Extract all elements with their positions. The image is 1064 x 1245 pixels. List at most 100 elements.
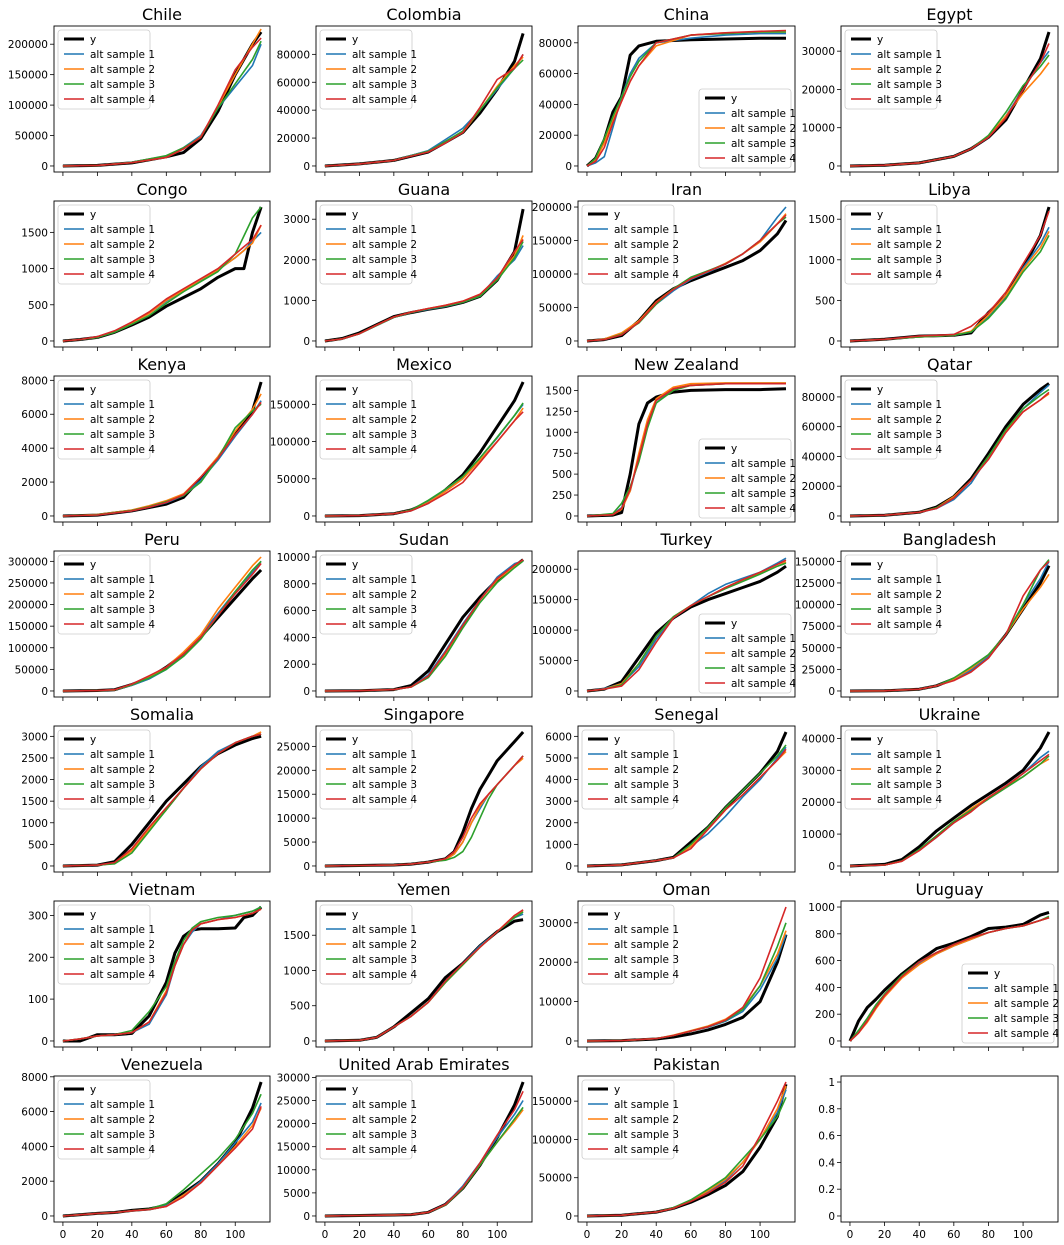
legend-label: y <box>614 909 620 921</box>
y-tick-label: 40000 <box>802 451 835 463</box>
x-tick-label: 40 <box>125 1229 138 1241</box>
legend-label: alt sample 3 <box>90 779 155 791</box>
axes-frame <box>315 375 533 523</box>
subplot: New Zealand 0 250 500 750 1000 1250 1500 y alt sa… <box>545 355 796 526</box>
series-line-alt-sample-4 <box>62 908 262 1042</box>
y-tick-label: 0.6 <box>818 1131 835 1143</box>
y-tick-label: 20000 <box>802 797 835 809</box>
legend-label: alt sample 2 <box>352 414 417 426</box>
legend-label: alt sample 3 <box>352 954 417 966</box>
legend-label: alt sample 4 <box>614 269 679 281</box>
y-tick-label: 2000 <box>21 775 48 787</box>
legend-label: alt sample 2 <box>90 1114 155 1126</box>
y-tick-label: 6000 <box>283 606 310 618</box>
y-tick-label: 5000 <box>283 1188 310 1200</box>
legend-label: alt sample 1 <box>90 49 155 61</box>
y-tick-label: 0 <box>828 336 835 348</box>
y-tick-label: 0 <box>303 686 310 698</box>
legend-label: alt sample 4 <box>352 794 417 806</box>
subplot-title: Libya <box>928 180 971 199</box>
legend-label: alt sample 3 <box>614 1129 679 1141</box>
legend: y alt sample 1 alt sample 2 alt sample 3 alt… <box>319 29 417 110</box>
y-tick-label: 100000 <box>532 1134 572 1146</box>
legend-label: alt sample 2 <box>877 764 942 776</box>
y-tick-label: 500 <box>290 1001 310 1013</box>
legend-label: alt sample 2 <box>614 239 679 251</box>
axes-frame <box>577 900 796 1048</box>
y-tick-label: 150000 <box>532 595 572 607</box>
y-tick-label: 150000 <box>795 556 835 568</box>
subplot-title: New Zealand <box>634 355 739 374</box>
legend-label: alt sample 4 <box>877 794 942 806</box>
series-line-y <box>586 387 787 518</box>
subplot-title: Oman <box>662 880 710 899</box>
y-tick-label: 4000 <box>283 632 310 644</box>
x-tick-label: 100 <box>750 1229 770 1241</box>
legend-label: y <box>877 34 883 46</box>
y-tick-label: 30000 <box>277 1072 310 1084</box>
y-tick-label: 200 <box>815 1009 835 1021</box>
y-tick-label: 50000 <box>15 664 48 676</box>
y-tick-label: 10000 <box>802 123 835 135</box>
legend-label: alt sample 4 <box>90 444 155 456</box>
legend-label: alt sample 1 <box>614 224 679 236</box>
y-tick-label: 1000 <box>283 965 310 977</box>
y-tick-label: 500 <box>28 839 48 851</box>
y-tick-label: 1000 <box>808 902 835 914</box>
series-line-alt-sample-3 <box>62 206 262 342</box>
y-tick-label: 0 <box>41 1036 48 1048</box>
y-tick-label: 10000 <box>277 552 310 564</box>
y-tick-label: 1000 <box>808 255 835 267</box>
axes-frame <box>315 1075 533 1223</box>
y-tick-label: 0 <box>828 1036 835 1048</box>
legend: y alt sample 1 alt sample 2 alt sample 3 alt… <box>319 204 417 285</box>
y-tick-label: 100000 <box>8 100 48 112</box>
y-tick-label: 0 <box>303 511 310 523</box>
legend-label: alt sample 2 <box>352 239 417 251</box>
legend: y alt sample 1 alt sample 2 alt sample 3 alt… <box>961 963 1059 1044</box>
axes-frame <box>53 25 271 173</box>
legend-label: alt sample 2 <box>877 589 942 601</box>
series-line-alt-sample-4 <box>324 411 524 517</box>
y-tick-label: 100000 <box>795 600 835 612</box>
legend-label: alt sample 2 <box>352 589 417 601</box>
y-tick-label: 600 <box>815 956 835 968</box>
y-tick-label: 500 <box>28 300 48 312</box>
series-line-y <box>586 564 787 693</box>
legend-label: alt sample 4 <box>352 619 417 631</box>
y-tick-label: 75000 <box>802 621 835 633</box>
legend-label: alt sample 2 <box>877 64 942 76</box>
legend-box <box>319 379 413 460</box>
x-tick-label: 0 <box>847 1229 854 1241</box>
axes-frame <box>53 725 271 873</box>
y-tick-label: 1500 <box>808 214 835 226</box>
series-line-alt-sample-4 <box>62 563 262 692</box>
y-tick-label: 3000 <box>545 796 572 808</box>
y-tick-label: 0 <box>565 161 572 173</box>
legend-label: alt sample 4 <box>877 269 942 281</box>
legend-label: alt sample 2 <box>994 998 1059 1010</box>
y-tick-label: 3000 <box>21 731 48 743</box>
y-tick-label: 0 <box>303 336 310 348</box>
axes-frame <box>840 900 1059 1048</box>
y-tick-label: 0.4 <box>818 1157 835 1169</box>
y-tick-label: 2000 <box>283 255 310 267</box>
subplot: Ukraine 0 10000 20000 30000 40000 y alt sample … <box>802 705 1059 876</box>
y-tick-label: 2000 <box>545 818 572 830</box>
y-tick-label: 20000 <box>277 133 310 145</box>
axes-frame <box>840 1075 1059 1223</box>
legend-label: y <box>90 734 96 746</box>
series-line-alt-sample-4 <box>324 239 524 342</box>
y-tick-label: 2000 <box>283 659 310 671</box>
legend-label: alt sample 4 <box>352 94 417 106</box>
legend-label: alt sample 1 <box>352 574 417 586</box>
y-tick-label: 0 <box>41 861 48 873</box>
legend-label: alt sample 4 <box>614 969 679 981</box>
axes-frame <box>53 1075 271 1223</box>
legend-label: y <box>90 1084 96 1096</box>
legend-box <box>844 29 938 110</box>
legend: y alt sample 1 alt sample 2 alt sample 3 alt… <box>698 613 796 694</box>
legend-box <box>698 613 792 694</box>
series-line-y <box>848 910 1050 1042</box>
